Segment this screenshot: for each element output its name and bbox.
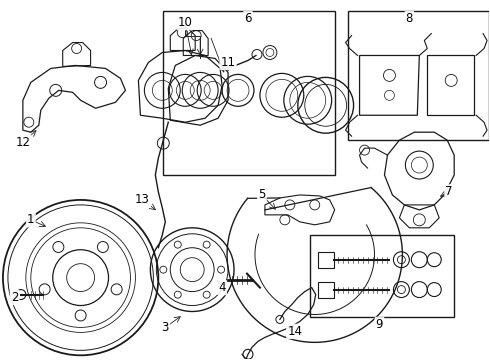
Text: 3: 3 [162,321,169,334]
Text: 12: 12 [15,136,30,149]
Text: 11: 11 [220,56,236,69]
Text: 5: 5 [258,188,266,202]
Text: 8: 8 [406,12,413,25]
Text: 6: 6 [244,12,252,25]
Text: 13: 13 [135,193,150,206]
Text: 2: 2 [11,291,19,304]
Text: 4: 4 [219,281,226,294]
Text: 10: 10 [178,16,193,29]
Text: 9: 9 [376,318,383,331]
Text: 14: 14 [287,325,302,338]
Bar [163,11,335,175]
Text: 7: 7 [445,185,453,198]
Text: 1: 1 [27,213,35,226]
Bar [347,11,489,140]
Bar [310,235,454,318]
